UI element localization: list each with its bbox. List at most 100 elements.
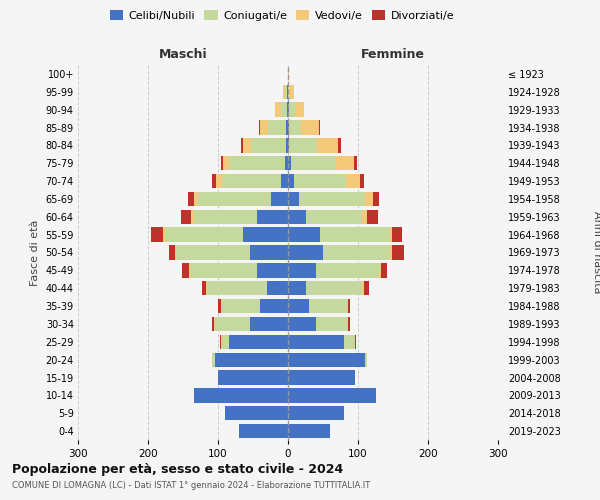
Bar (212, 317, 214, 331)
Bar (193, 210, 257, 224)
Bar (288, 370, 355, 384)
Bar (288, 210, 305, 224)
Bar (242, 138, 251, 152)
Bar (288, 246, 323, 260)
Text: Popolazione per età, sesso e stato civile - 2024: Popolazione per età, sesso e stato civil… (12, 462, 343, 475)
Bar (360, 174, 364, 188)
Bar (296, 102, 304, 117)
Bar (257, 263, 288, 278)
Bar (260, 120, 268, 134)
Bar (389, 246, 392, 260)
Bar (320, 228, 389, 242)
Bar (257, 210, 288, 224)
Bar (287, 84, 288, 99)
Bar (212, 174, 216, 188)
Bar (290, 84, 295, 99)
Bar (166, 228, 242, 242)
Bar (348, 299, 350, 313)
Y-axis label: Fasce di età: Fasce di età (30, 220, 40, 286)
Bar (286, 138, 288, 152)
Bar (288, 228, 320, 242)
Bar (190, 263, 257, 278)
Bar (281, 102, 287, 117)
Bar (181, 210, 191, 224)
Bar (288, 406, 344, 420)
Bar (221, 299, 260, 313)
Bar (288, 424, 330, 438)
Bar (218, 370, 288, 384)
Bar (316, 317, 347, 331)
Bar (288, 84, 290, 99)
Bar (288, 102, 289, 117)
Bar (287, 102, 288, 117)
Bar (355, 334, 356, 349)
Bar (229, 334, 288, 349)
Bar (229, 156, 284, 170)
Bar (151, 228, 163, 242)
Bar (365, 192, 373, 206)
Bar (364, 281, 369, 295)
Bar (319, 120, 320, 134)
Bar (259, 120, 260, 134)
Bar (361, 210, 367, 224)
Bar (289, 120, 301, 134)
Bar (275, 102, 281, 117)
Bar (305, 210, 361, 224)
Bar (365, 352, 367, 367)
Text: Anni di nascita: Anni di nascita (592, 211, 600, 294)
Bar (284, 156, 288, 170)
Text: Maschi: Maschi (158, 48, 208, 62)
Bar (381, 263, 387, 278)
Bar (291, 156, 337, 170)
Bar (289, 138, 317, 152)
Bar (288, 299, 309, 313)
Bar (288, 352, 365, 367)
Bar (286, 120, 288, 134)
Bar (191, 210, 193, 224)
Bar (367, 210, 377, 224)
Bar (188, 263, 190, 278)
Bar (283, 84, 285, 99)
Bar (337, 156, 354, 170)
Bar (267, 281, 288, 295)
Bar (169, 246, 175, 260)
Bar (208, 281, 267, 295)
Bar (317, 138, 338, 152)
Legend: Celibi/Nubili, Coniugati/e, Vedovi/e, Divorziati/e: Celibi/Nubili, Coniugati/e, Vedovi/e, Di… (106, 6, 458, 25)
Bar (288, 388, 376, 402)
Bar (392, 228, 402, 242)
Bar (182, 263, 188, 278)
Bar (225, 406, 288, 420)
Bar (288, 334, 344, 349)
Bar (193, 388, 288, 402)
Bar (175, 246, 176, 260)
Bar (316, 263, 379, 278)
Bar (354, 156, 356, 170)
Bar (212, 352, 215, 367)
Bar (242, 228, 288, 242)
Bar (288, 263, 316, 278)
Bar (288, 120, 289, 134)
Bar (288, 67, 289, 81)
Bar (288, 138, 289, 152)
Bar (299, 192, 365, 206)
Bar (347, 317, 348, 331)
Bar (373, 192, 379, 206)
Bar (218, 299, 221, 313)
Bar (241, 138, 242, 152)
Bar (288, 281, 305, 295)
Bar (251, 138, 286, 152)
Bar (221, 156, 223, 170)
Bar (346, 174, 360, 188)
Text: Femmine: Femmine (361, 48, 425, 62)
Bar (220, 334, 221, 349)
Bar (361, 281, 364, 295)
Bar (281, 174, 288, 188)
Bar (268, 120, 286, 134)
Bar (271, 192, 288, 206)
Bar (216, 174, 221, 188)
Bar (223, 156, 229, 170)
Bar (301, 120, 319, 134)
Bar (309, 299, 347, 313)
Bar (305, 281, 361, 295)
